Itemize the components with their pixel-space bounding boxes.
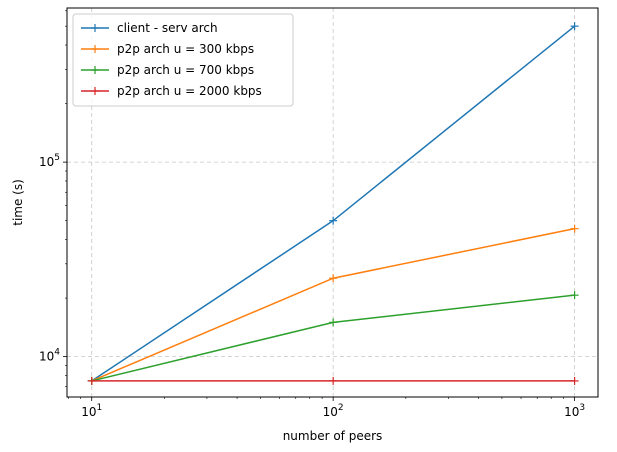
legend-label: client - serv arch: [117, 21, 218, 35]
legend-item: p2p arch u = 300 kbps: [81, 42, 254, 56]
data-point: [570, 376, 579, 385]
data-point: [87, 376, 96, 385]
y-tick-label: 105: [39, 153, 60, 169]
series-p2p-arch-u-2000-kbps: [87, 376, 579, 385]
x-tick-base: 10: [564, 405, 579, 419]
y-tick-exponent: 5: [54, 153, 60, 163]
y-tick-label: 104: [39, 348, 60, 364]
y-tick-base: 10: [39, 350, 54, 364]
y-tick-exponent: 4: [54, 348, 60, 358]
data-point: [570, 224, 579, 233]
x-axis-label: number of peers: [283, 429, 383, 443]
x-tick-exponent: 3: [579, 403, 585, 413]
legend-label: p2p arch u = 2000 kbps: [117, 84, 262, 98]
x-tick-exponent: 1: [96, 403, 102, 413]
legend-label: p2p arch u = 700 kbps: [117, 63, 254, 77]
legend-label: p2p arch u = 300 kbps: [117, 42, 254, 56]
x-tick-label: 101: [81, 403, 102, 419]
data-point: [329, 376, 338, 385]
x-tick-label: 103: [564, 403, 585, 419]
legend: client - serv arch p2p arch u = 300 kbps p…: [72, 13, 294, 107]
data-point: [329, 216, 338, 225]
legend-item: p2p arch u = 2000 kbps: [81, 84, 262, 98]
x-tick-base: 10: [81, 405, 96, 419]
x-tick-exponent: 2: [338, 403, 344, 413]
data-point: [570, 22, 579, 31]
y-axis-label: time (s): [11, 179, 25, 226]
plot-frame: [66, 7, 599, 398]
legend-item: p2p arch u = 700 kbps: [81, 63, 254, 77]
x-tick-base: 10: [323, 405, 338, 419]
data-point: [329, 318, 338, 327]
legend-item: client - serv arch: [81, 21, 218, 35]
data-point: [570, 291, 579, 300]
y-tick-base: 10: [39, 155, 54, 169]
x-tick-label: 102: [323, 403, 344, 419]
series-layer: [87, 22, 579, 385]
legend-box: [72, 13, 294, 107]
data-point: [329, 274, 338, 283]
